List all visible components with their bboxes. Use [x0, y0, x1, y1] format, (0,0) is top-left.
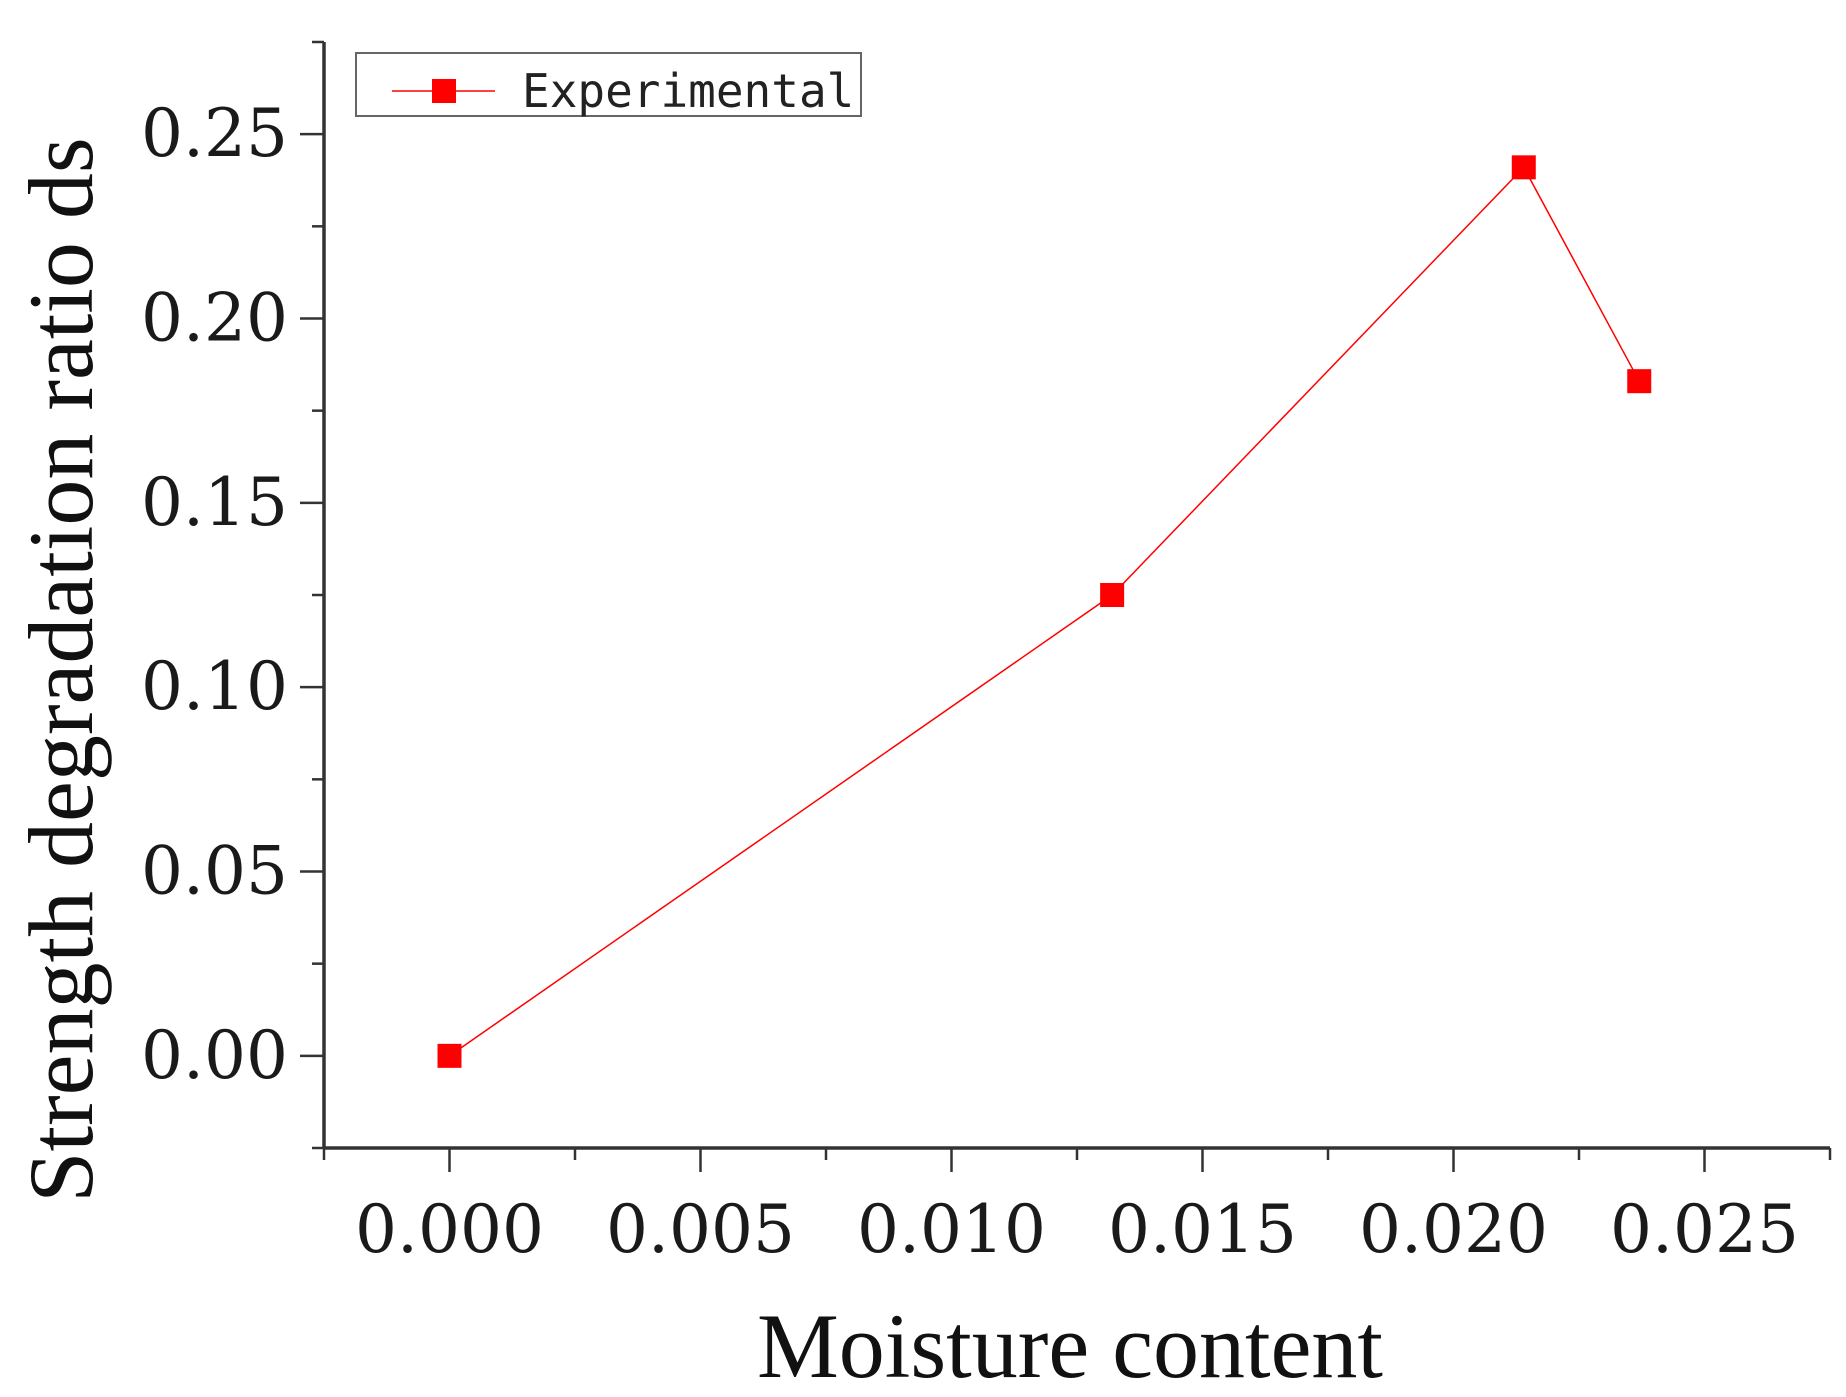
y-tick-label: 0.25 — [141, 95, 288, 172]
legend-label: Experimental — [522, 64, 854, 118]
y-tick-label: 0.10 — [141, 648, 288, 725]
x-tick-label: 0.010 — [857, 1191, 1046, 1268]
legend: Experimental — [355, 52, 862, 118]
y-tick-label: 0.20 — [141, 280, 288, 357]
x-axis-title: Moisture content — [757, 1295, 1383, 1397]
y-tick-label: 0.00 — [141, 1017, 288, 1094]
x-tick-label: 0.025 — [1610, 1191, 1799, 1268]
y-tick-label: 0.05 — [141, 833, 288, 910]
x-tick-label: 0.000 — [355, 1191, 544, 1268]
y-axis-ticks: 0.00 0.05 0.10 0.15 0.20 0.25 — [141, 40, 324, 1150]
plot-area: 0.000 0.005 0.010 0.015 0.020 0.025 0.000.050… — [141, 40, 1832, 1268]
series-layer — [437, 155, 1652, 1068]
y-axis-title: Strength degradation ratio ds — [10, 137, 112, 1202]
x-tick-label: 0.005 — [606, 1191, 795, 1268]
x-axis-ticks: 0.000 0.005 0.010 0.015 0.020 0.025 — [322, 1148, 1832, 1268]
data-point — [1511, 155, 1536, 180]
series-line — [449, 166, 1640, 1057]
y-tick-label: 0.15 — [141, 464, 288, 541]
data-point — [1100, 583, 1125, 607]
data-point — [437, 1043, 462, 1068]
x-tick-label: 0.015 — [1108, 1191, 1297, 1268]
x-tick-label: 0.020 — [1359, 1191, 1548, 1268]
legend-marker-swatch — [432, 79, 456, 103]
data-point — [1627, 369, 1652, 394]
